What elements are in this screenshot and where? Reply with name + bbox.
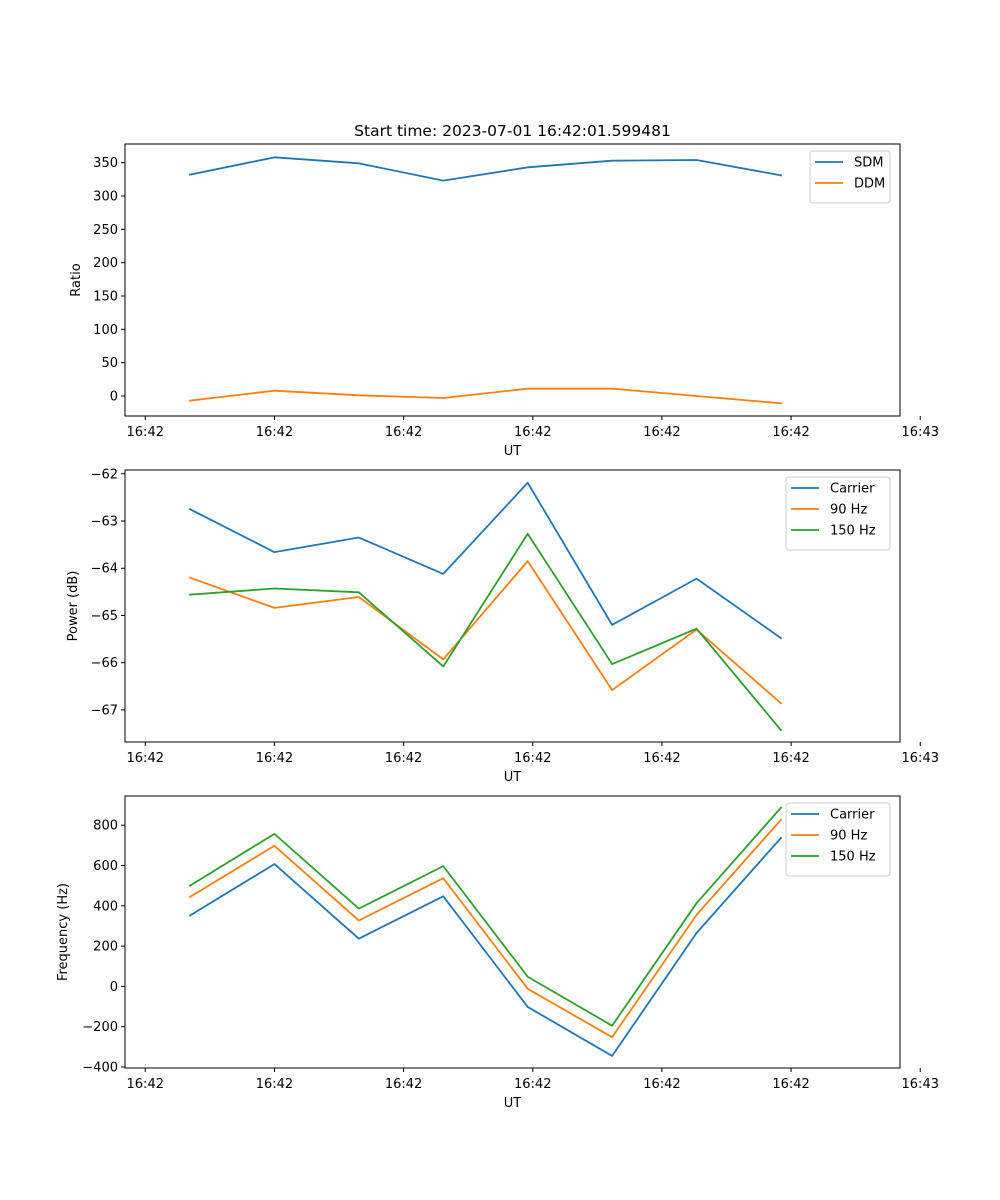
legend-label: SDM (854, 156, 883, 171)
plot-frame (124, 795, 901, 1069)
x-tick-label: 16:42 (385, 425, 422, 440)
x-tick-label: 16:43 (902, 751, 939, 766)
y-tick-label: −66 (91, 656, 118, 671)
plot-frame (124, 469, 901, 743)
x-tick-label: 16:42 (643, 425, 680, 440)
y-tick-label: 0 (110, 390, 118, 405)
legend-label: DDM (854, 177, 885, 192)
x-tick-label: 16:42 (256, 751, 293, 766)
y-tick-label: 200 (93, 940, 118, 955)
x-axis-label: UT (504, 770, 522, 785)
series-line-150-hz (188, 806, 783, 1027)
series-line-90-hz (188, 818, 783, 1039)
y-tick-label: −65 (91, 609, 118, 624)
y-tick-label: 800 (93, 819, 118, 834)
legend: Carrier 90 Hz 150 Hz (785, 476, 891, 551)
y-tick-label: 200 (93, 256, 118, 271)
x-axis-label: UT (504, 1096, 522, 1111)
x-tick-label: 16:42 (127, 751, 164, 766)
series-line-sdm (188, 156, 783, 182)
x-tick-label: 16:43 (902, 425, 939, 440)
y-axis-label: Ratio (69, 263, 84, 296)
y-tick-label: −63 (91, 515, 118, 530)
y-tick-label: 150 (93, 290, 118, 305)
legend-label: 150 Hz (830, 850, 876, 865)
x-tick-label: 16:42 (127, 425, 164, 440)
series-line-carrier (188, 836, 783, 1057)
ratio-panel: Start time: 2023-07-01 16:42:01.599481 0 5… (69, 122, 939, 459)
x-tick-label: 16:42 (385, 1077, 422, 1092)
x-tick-label: 16:42 (772, 751, 809, 766)
y-tick-label: 50 (101, 356, 118, 371)
x-tick-label: 16:42 (127, 1077, 164, 1092)
legend-box (785, 802, 891, 877)
legend-label: 90 Hz (830, 829, 867, 844)
y-tick-label: 600 (93, 859, 118, 874)
legend-label: 150 Hz (830, 524, 876, 539)
x-tick-label: 16:42 (385, 751, 422, 766)
legend-box (785, 476, 891, 551)
y-tick-label: 400 (93, 899, 118, 914)
legend: Carrier 90 Hz 150 Hz (785, 802, 891, 877)
y-tick-label: −400 (82, 1060, 118, 1075)
legend-label: Carrier (830, 808, 875, 823)
x-tick-label: 16:42 (772, 425, 809, 440)
series-line-carrier (188, 481, 783, 640)
frequency-panel: −400 −200 0 200 400 600 800 16:42 16:42 16:42 16:4… (56, 795, 939, 1111)
legend-label: 90 Hz (830, 503, 867, 518)
x-tick-label: 16:42 (256, 1077, 293, 1092)
y-tick-label: 100 (93, 323, 118, 338)
series-line-150-hz (189, 532, 783, 732)
x-tick-label: 16:42 (643, 1077, 680, 1092)
legend-box (809, 150, 891, 204)
power-panel: −67 −66 −65 −64 −63 −62 16:42 16:42 16:42 16:42 16… (66, 467, 939, 785)
x-tick-label: 16:42 (514, 425, 551, 440)
chart-title: Start time: 2023-07-01 16:42:01.599481 (354, 122, 671, 140)
y-tick-label: −200 (82, 1020, 118, 1035)
legend-label: Carrier (830, 482, 875, 497)
y-axis-label: Frequency (Hz) (56, 883, 71, 981)
x-tick-label: 16:42 (514, 751, 551, 766)
x-axis-label: UT (504, 444, 522, 459)
series-line-90-hz (188, 560, 783, 705)
series-line-ddm (189, 387, 782, 405)
y-axis-label: Power (dB) (66, 571, 81, 642)
y-tick-label: 250 (93, 223, 118, 238)
y-tick-label: −64 (91, 562, 118, 577)
plot-frame (124, 143, 901, 417)
x-tick-label: 16:42 (643, 751, 680, 766)
x-tick-label: 16:42 (256, 425, 293, 440)
y-tick-label: 350 (93, 156, 118, 171)
x-tick-label: 16:42 (514, 1077, 551, 1092)
x-tick-label: 16:43 (902, 1077, 939, 1092)
legend: SDM DDM (809, 150, 891, 204)
y-tick-label: −62 (91, 467, 118, 482)
y-tick-label: 300 (93, 190, 118, 205)
x-tick-label: 16:42 (772, 1077, 809, 1092)
y-tick-label: −67 (91, 703, 118, 718)
y-tick-label: 0 (110, 980, 118, 995)
